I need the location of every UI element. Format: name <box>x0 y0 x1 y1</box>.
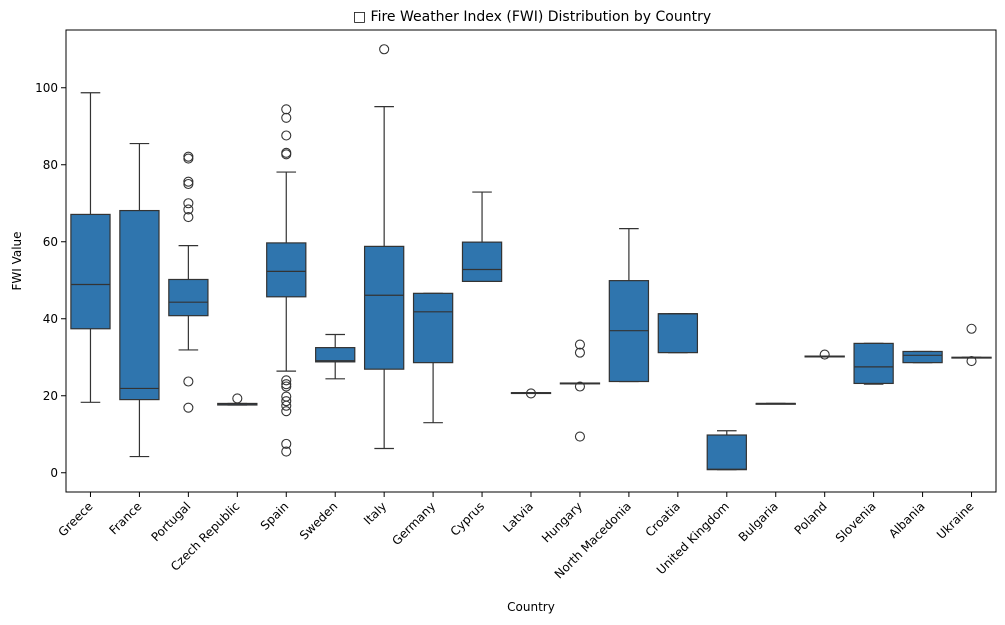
y-axis-label: FWI Value <box>10 231 24 290</box>
box-croatia <box>657 313 699 354</box>
box-united-kingdom <box>706 430 747 471</box>
box-czech-republic <box>217 393 258 406</box>
y-tick-label: 60 <box>43 235 58 249</box>
outlier-point <box>281 396 292 407</box>
x-tick-label: Hungary <box>539 499 585 545</box>
outlier-point <box>183 212 194 223</box>
outlier-point <box>183 204 194 215</box>
outlier-point <box>281 147 292 158</box>
x-tick-label: Greece <box>55 499 95 539</box>
x-tick-label: Cyprus <box>448 499 488 539</box>
x-tick-label: Portugal <box>148 499 193 544</box>
box-north-macedonia <box>608 228 650 383</box>
outlier-point <box>281 379 292 390</box>
iqr-box <box>168 278 209 317</box>
iqr-box <box>119 209 160 401</box>
iqr-box <box>412 292 454 364</box>
iqr-box <box>902 350 943 364</box>
outlier-point <box>183 178 194 190</box>
y-axis: 0 20 40 60 80 100 <box>35 81 66 480</box>
x-tick-label: France <box>106 499 144 537</box>
iqr-box <box>363 245 405 370</box>
x-tick-label: Albania <box>886 499 928 541</box>
outlier-point <box>183 176 194 187</box>
outlier-point <box>574 347 585 358</box>
box-italy <box>363 44 405 450</box>
outlier-point <box>183 151 194 162</box>
box-latvia <box>510 388 552 399</box>
x-tick-label: Spain <box>258 499 292 533</box>
outlier-point <box>966 323 977 334</box>
iqr-box <box>315 347 356 363</box>
x-tick-label: Sweden <box>297 499 340 542</box>
outlier-point <box>281 130 292 141</box>
outlier-point <box>281 438 292 449</box>
x-tick-label: Italy <box>361 499 389 527</box>
outlier-point <box>281 446 292 457</box>
outlier-point <box>819 349 830 360</box>
outlier-point <box>183 153 194 164</box>
outlier-point <box>525 388 537 399</box>
iqr-box <box>266 242 307 298</box>
x-tick-label: Ukraine <box>934 499 977 542</box>
y-tick-label: 0 <box>50 466 58 480</box>
x-tick-label: Poland <box>792 499 830 537</box>
box-albania <box>902 350 943 364</box>
outlier-point <box>232 393 243 404</box>
outlier-point <box>966 356 977 367</box>
box-portugal <box>168 151 209 413</box>
outlier-point <box>281 375 292 386</box>
box-bulgaria <box>755 402 796 405</box>
box-poland <box>804 349 845 360</box>
x-tick-label: Germany <box>389 499 438 548</box>
outlier-point <box>281 406 292 417</box>
x-tick-label: Croatia <box>643 499 683 539</box>
box-slovenia <box>853 342 894 385</box>
box-sweden <box>315 333 356 380</box>
y-tick-label: 100 <box>35 81 58 95</box>
x-tick-label: Slovenia <box>833 499 879 545</box>
x-tick-label: Latvia <box>500 499 536 535</box>
box-hungary <box>559 339 601 442</box>
iqr-box <box>70 213 111 330</box>
outlier-point <box>281 381 292 392</box>
chart-title: □ Fire Weather Index (FWI) Distribution … <box>353 9 711 25</box>
outlier-point <box>183 198 194 209</box>
y-tick-label: 80 <box>43 158 58 172</box>
box-spain <box>266 104 307 457</box>
box-france <box>119 142 160 458</box>
iqr-box <box>461 241 503 283</box>
outlier-point <box>281 104 292 115</box>
outlier-point <box>574 339 585 350</box>
box-cyprus <box>461 191 503 283</box>
x-tick-label: Bulgaria <box>736 499 781 544</box>
outlier-point <box>379 44 390 55</box>
x-axis-label: Country <box>507 600 555 614</box>
outlier-point <box>183 402 194 413</box>
iqr-box <box>853 342 894 385</box>
outlier-point <box>574 381 585 392</box>
outlier-point <box>281 391 292 402</box>
outlier-point <box>281 112 292 123</box>
y-tick-label: 20 <box>43 389 58 403</box>
plot-area <box>70 44 992 471</box>
box-greece <box>70 92 111 403</box>
box-germany <box>412 292 454 424</box>
plot-frame <box>65 29 997 493</box>
iqr-box <box>657 313 699 354</box>
outlier-point <box>183 376 194 387</box>
outlier-point <box>574 431 585 442</box>
iqr-box <box>706 434 747 471</box>
box-ukraine <box>951 323 992 367</box>
y-tick-label: 40 <box>43 312 58 326</box>
